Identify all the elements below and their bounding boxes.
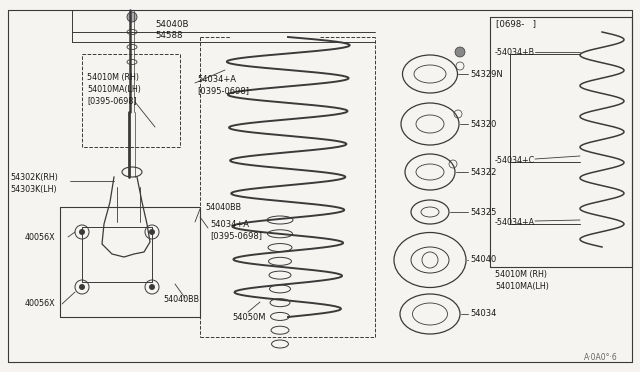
Text: 54303K(LH): 54303K(LH) [10,185,56,193]
Text: 54040B: 54040B [155,19,189,29]
Text: [0395-0698]: [0395-0698] [210,231,262,241]
Text: 54034: 54034 [470,310,497,318]
Text: [0395-0698]: [0395-0698] [197,87,249,96]
Text: 54325: 54325 [470,208,497,217]
Text: A·0A0°·6: A·0A0°·6 [584,353,618,362]
Text: 40056X: 40056X [25,232,56,241]
Text: 54040: 54040 [470,256,496,264]
Text: 54322: 54322 [470,167,497,176]
Circle shape [79,229,85,235]
Text: 54034+A: 54034+A [197,74,236,83]
Circle shape [455,47,465,57]
Text: 54302K(RH): 54302K(RH) [10,173,58,182]
Text: 54588: 54588 [155,31,182,39]
Text: [0395-0698]: [0395-0698] [87,96,136,106]
Text: 54040BB: 54040BB [163,295,199,305]
Text: 54320: 54320 [470,119,497,128]
Text: 54050M: 54050M [232,312,266,321]
Circle shape [149,284,155,290]
Circle shape [79,284,85,290]
Text: -54034+A: -54034+A [495,218,535,227]
Text: 54010M (RH): 54010M (RH) [87,73,139,81]
Text: 54040BB: 54040BB [205,202,241,212]
Text: 54034+A: 54034+A [210,219,249,228]
Text: -54034+C: -54034+C [495,155,535,164]
Text: -54034+B: -54034+B [495,48,535,57]
Text: 54010MA(LH): 54010MA(LH) [495,282,549,291]
Text: 40056X: 40056X [25,299,56,308]
Circle shape [127,12,137,22]
Circle shape [149,229,155,235]
Text: 54010MA(LH): 54010MA(LH) [87,84,141,93]
Text: 54329N: 54329N [470,70,503,78]
Text: [0698-   ]: [0698- ] [496,19,536,29]
Text: 54010M (RH): 54010M (RH) [495,269,547,279]
